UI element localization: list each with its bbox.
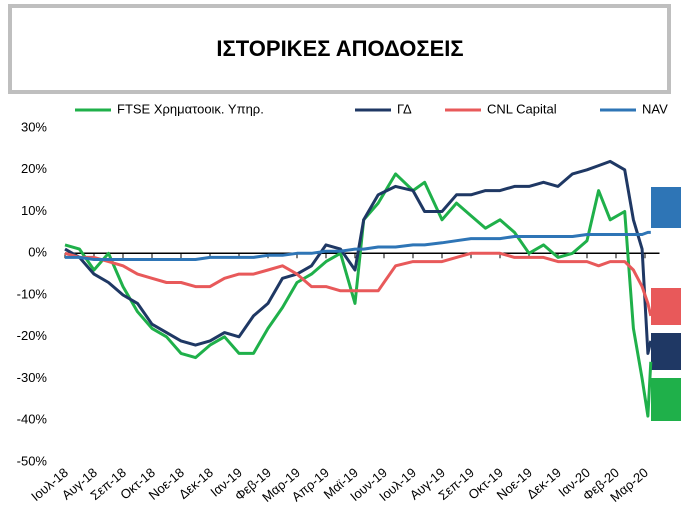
y-tick-label: -10% (17, 286, 48, 301)
legend-label: FTSE Χρηματοοικ. Υπηρ. (117, 101, 264, 116)
y-tick-label: -50% (17, 453, 48, 468)
title-box (8, 4, 671, 94)
legend-label: NAV (642, 101, 668, 116)
legend-label: CNL Capital (487, 101, 557, 116)
series-line (65, 230, 651, 261)
y-tick-label: -20% (17, 328, 48, 343)
y-tick-label: -30% (17, 370, 48, 385)
chart-title: ΙΣΤΟΡΙΚΕΣ ΑΠΟΔΟΣΕΙΣ (216, 36, 463, 61)
legend-label: ΓΔ (397, 101, 412, 116)
y-tick-label: -40% (17, 412, 48, 427)
y-tick-label: 30% (21, 119, 47, 134)
side-box (651, 187, 681, 228)
y-tick-label: 0% (28, 245, 47, 260)
side-box (651, 333, 681, 370)
side-box (651, 288, 681, 325)
series-line (64, 172, 653, 418)
y-tick-label: 10% (21, 203, 47, 218)
series-line (64, 251, 653, 317)
y-tick-label: 20% (21, 161, 47, 176)
series-line (64, 159, 653, 355)
side-box (651, 378, 681, 421)
